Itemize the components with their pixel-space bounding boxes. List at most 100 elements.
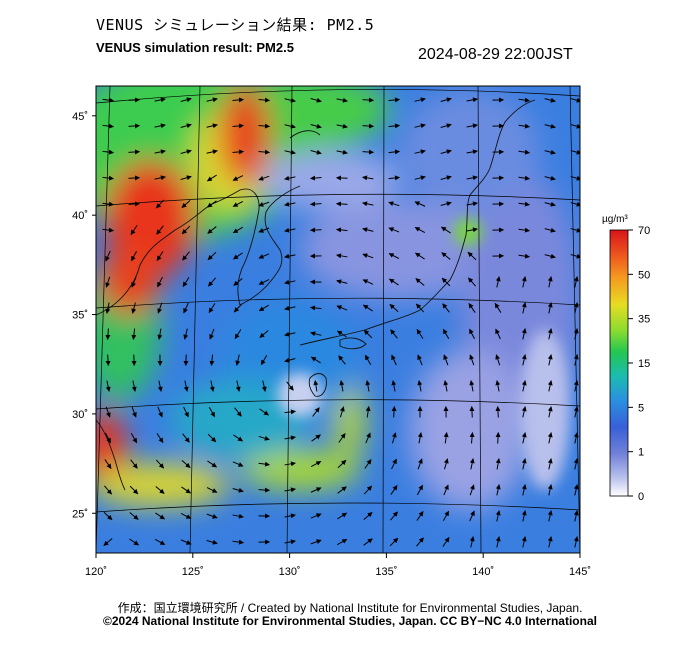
longitude-label: 120˚ [85,566,107,578]
wind-arrow [310,331,322,337]
wind-arrow [518,175,530,181]
wind-arrow [129,512,139,520]
wind-arrow [232,461,244,467]
wind-arrow [105,354,111,366]
wind-arrow [518,253,530,259]
wind-arrow [233,278,243,286]
wind-arrow [232,97,244,103]
longitude-labels: 120˚ 125˚ 130˚ 135˚ 140˚ 145˚ [85,553,591,578]
wind-arrow [521,276,527,288]
wind-arrow [102,175,114,181]
wind-arrow [258,435,270,441]
wind-arrow [466,175,478,181]
wind-arrow [521,536,527,548]
wind-arrow [414,175,426,181]
wind-arrow [417,432,423,444]
wind-arrow [183,328,189,340]
wind-arrow [336,305,348,311]
wind-arrow [573,510,579,522]
wind-arrow [573,328,579,340]
wind-arrow [573,536,579,548]
wind-arrow [469,536,475,548]
wind-arrow [414,201,426,207]
wind-arrow [156,251,164,262]
wind-arrow [154,538,166,546]
wind-arrow [391,380,397,392]
wind-arrow [440,226,451,234]
wind-arrow [440,201,452,207]
wind-arrow [234,329,242,340]
wind-arrow [337,459,347,469]
colorbar-scale [609,229,629,497]
wind-arrow [440,149,452,155]
wind-arrow [518,123,530,129]
wind-arrow [388,253,400,259]
wind-arrow [362,279,374,285]
wind-arrow [388,201,400,207]
wind-arrow [518,97,530,103]
colorbar-tick-label: 50 [638,269,650,281]
wind-arrow [310,460,322,468]
wind-arrow [208,406,216,418]
wind-arrow [284,331,296,337]
wind-arrow [128,149,140,155]
wind-arrow [388,97,400,103]
wind-arrow [258,123,270,129]
wind-arrow [547,484,553,496]
longitude-label: 135˚ [375,566,397,578]
wind-arrow [547,536,553,548]
wind-arrow [544,201,556,207]
wind-arrow [362,175,374,181]
wind-arrow [443,354,449,366]
wind-arrow [284,123,296,129]
wind-arrow [207,226,217,234]
wind-arrow [521,406,527,418]
wind-arrow [206,174,217,182]
wind-arrow [232,226,243,234]
wind-arrow [131,328,137,340]
latitude-label: 35˚ [72,310,88,322]
wind-arrow [573,354,579,366]
wind-arrow [183,406,189,418]
wind-arrow [495,380,501,392]
wind-arrow [284,97,296,103]
wind-arrow [105,328,111,340]
wind-arrow [518,227,530,233]
wind-arrow [233,434,243,442]
wind-arrow [260,355,268,366]
wind-arrow [180,123,192,129]
pm25-map: 45˚40˚35˚30˚25˚ 120˚ 125˚ 130˚ 135˚ 140˚ 145˚… [72,85,650,578]
wind-arrow [154,149,166,155]
wind-arrow [310,97,322,103]
wind-arrow [362,253,374,259]
longitude-label: 130˚ [279,566,301,578]
wind-arrow [154,175,166,181]
wind-arrow [443,458,449,470]
wind-arrow [258,149,270,155]
wind-arrow [284,149,296,155]
wind-arrow [206,539,218,545]
wind-arrow [180,97,192,103]
wind-arrow [495,484,501,496]
wind-arrow [284,305,296,311]
wind-arrow [284,357,296,363]
wind-arrow [495,536,501,548]
wind-arrow [468,303,476,313]
wind-arrow [128,201,140,207]
wind-arrow [414,123,426,129]
wind-arrow [389,537,399,547]
wind-arrow [441,277,451,287]
wind-arrow [495,432,501,444]
wind-arrow [102,201,114,207]
wind-arrow [414,226,426,234]
wind-arrow [573,302,579,314]
wind-arrow [130,459,138,469]
wind-arrow [388,278,399,286]
wind-arrow [233,252,243,260]
wind-arrow [156,225,164,235]
wind-arrow [310,123,322,129]
wind-arrow [547,276,553,288]
wind-arrow [284,227,296,233]
wind-arrow [206,513,218,519]
wind-arrow [363,329,373,339]
